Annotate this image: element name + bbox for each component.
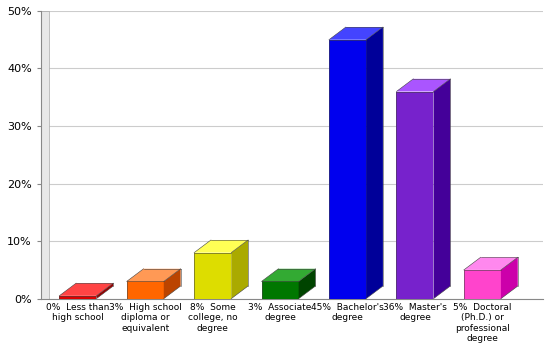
- Polygon shape: [194, 240, 248, 253]
- Polygon shape: [164, 269, 180, 299]
- Polygon shape: [433, 79, 450, 299]
- Bar: [329, 40, 366, 299]
- Polygon shape: [41, 0, 67, 11]
- Polygon shape: [397, 79, 450, 91]
- Bar: [41, 11, 50, 299]
- Polygon shape: [59, 283, 113, 296]
- Bar: [397, 91, 433, 299]
- Polygon shape: [126, 269, 180, 281]
- Polygon shape: [231, 240, 248, 299]
- Polygon shape: [329, 27, 383, 40]
- Bar: [262, 281, 299, 299]
- Polygon shape: [366, 27, 383, 299]
- Polygon shape: [96, 283, 113, 299]
- Bar: [59, 296, 96, 299]
- Bar: [126, 281, 164, 299]
- Polygon shape: [262, 269, 316, 281]
- Polygon shape: [464, 257, 518, 270]
- Polygon shape: [501, 257, 518, 299]
- Bar: [194, 253, 231, 299]
- Bar: [464, 270, 501, 299]
- Polygon shape: [299, 269, 316, 299]
